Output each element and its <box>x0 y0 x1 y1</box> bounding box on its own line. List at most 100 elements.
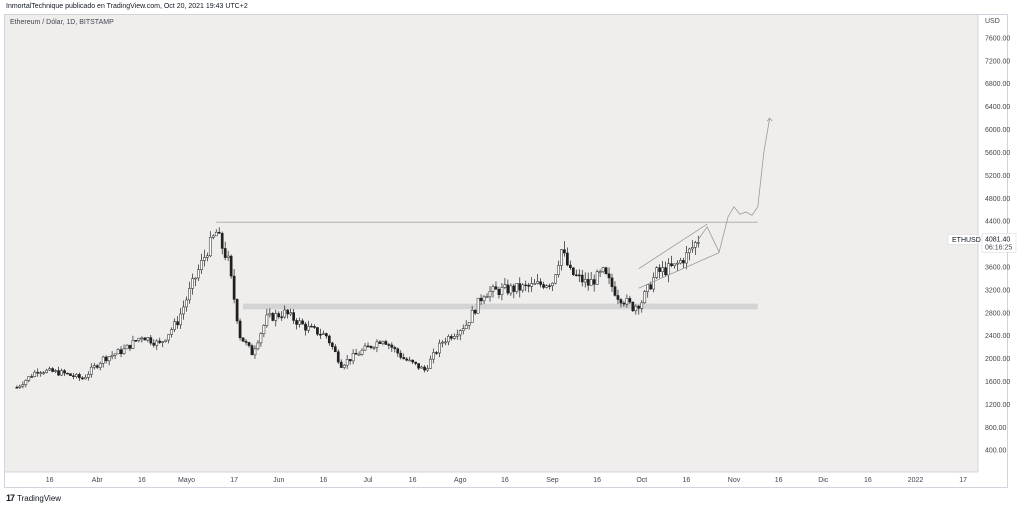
candle-body <box>327 335 331 344</box>
candle-body <box>69 373 72 376</box>
candle-body <box>432 352 435 360</box>
time-tick-label: 16 <box>46 477 54 484</box>
price-tick-label: 7200.00 <box>985 58 1010 65</box>
candle-body <box>146 337 150 341</box>
price-tick-label: 2000.00 <box>985 356 1010 363</box>
candle-body <box>66 372 69 375</box>
candle-body <box>81 377 84 380</box>
candle-body <box>137 337 141 341</box>
candle-body <box>360 349 364 355</box>
candle-body <box>235 299 239 322</box>
candle-body <box>244 341 248 343</box>
candle-body <box>283 309 287 318</box>
candle-body <box>449 336 453 339</box>
time-tick-label: 16 <box>138 477 146 484</box>
candle-body <box>271 313 275 321</box>
price-tick-label: 3200.00 <box>985 287 1010 294</box>
price-tick-label: 800.00 <box>985 425 1007 432</box>
candle-body <box>554 274 557 284</box>
time-tick-label: 16 <box>409 477 417 484</box>
candle-body <box>595 271 599 285</box>
candle-body <box>604 267 608 275</box>
candle-body <box>217 231 221 234</box>
support-zone <box>243 303 758 310</box>
candle-body <box>533 283 536 285</box>
candle-body <box>607 273 611 279</box>
candle-body <box>461 328 465 331</box>
symbol-title[interactable]: Ethereum / Dólar, 1D, BITSTAMP <box>10 19 114 26</box>
candle-body <box>512 285 516 292</box>
candle-body <box>467 322 471 326</box>
candle-body <box>673 263 676 267</box>
candle-body <box>176 321 179 326</box>
candle-body <box>557 265 560 275</box>
time-tick-label: Jun <box>273 477 284 484</box>
candle-body <box>39 372 43 375</box>
candle-body <box>631 301 635 312</box>
candle-body <box>577 274 581 277</box>
candle-body <box>455 334 459 337</box>
candle-body <box>188 288 191 301</box>
time-tick-label: Jul <box>364 477 373 484</box>
time-tick-label: 2022 <box>908 477 924 484</box>
candle-body <box>21 384 25 387</box>
price-tick-label: 2400.00 <box>985 333 1010 340</box>
candle-body <box>473 309 477 314</box>
candle-body <box>693 242 697 248</box>
candle-body <box>458 330 462 336</box>
candle-body <box>429 358 432 369</box>
candle-body <box>530 283 534 287</box>
candle-body <box>333 346 337 352</box>
candle-body <box>521 284 525 291</box>
candle-body <box>619 299 623 304</box>
candle-body <box>670 263 673 267</box>
candle-body <box>548 285 551 287</box>
countdown-value: 06:16:25 <box>985 244 1012 251</box>
candle-body <box>441 341 444 344</box>
price-tick-label: 3600.00 <box>985 264 1010 271</box>
candle-body <box>655 267 658 278</box>
candle-body <box>366 345 370 348</box>
price-tick-label: 6000.00 <box>985 127 1010 134</box>
time-tick-label: 16 <box>775 477 783 484</box>
candle-body <box>89 366 93 375</box>
candle-body <box>274 313 278 321</box>
candle-body <box>194 277 197 280</box>
candle-body <box>125 344 129 350</box>
candle-body <box>36 371 40 374</box>
candle-body <box>220 233 224 249</box>
candle-body <box>354 352 358 355</box>
plot-area[interactable] <box>5 15 978 472</box>
candle-body <box>301 320 304 325</box>
candle-body <box>304 323 307 331</box>
candle-body <box>351 352 355 362</box>
candle-body <box>628 298 632 303</box>
candle-body <box>536 281 539 284</box>
candle-body <box>27 376 31 381</box>
candle-body <box>164 339 168 342</box>
candle-body <box>51 368 54 372</box>
candle-body <box>57 370 60 376</box>
candle-body <box>479 297 483 302</box>
footer[interactable]: 17 TradingView <box>6 493 61 503</box>
candle-body <box>86 374 90 378</box>
candle-body <box>652 277 656 290</box>
candle-body <box>298 320 301 325</box>
candle-body <box>464 324 468 329</box>
candle-body <box>345 359 349 366</box>
candle-body <box>203 257 206 261</box>
time-tick-label: Sep <box>546 477 559 484</box>
candle-body <box>661 267 664 272</box>
candle-body <box>286 309 290 315</box>
price-tick-label: 1200.00 <box>985 402 1010 409</box>
candle-body <box>452 336 456 339</box>
candle-body <box>417 363 420 369</box>
candle-body <box>250 345 254 356</box>
candle-body <box>676 262 679 265</box>
time-tick-label: 17 <box>230 477 238 484</box>
symbol-badge-label: ETHUSD <box>952 237 981 244</box>
candle-body <box>229 255 233 277</box>
candle-body <box>625 298 629 305</box>
candle-body <box>339 361 343 368</box>
candle-body <box>197 269 200 279</box>
